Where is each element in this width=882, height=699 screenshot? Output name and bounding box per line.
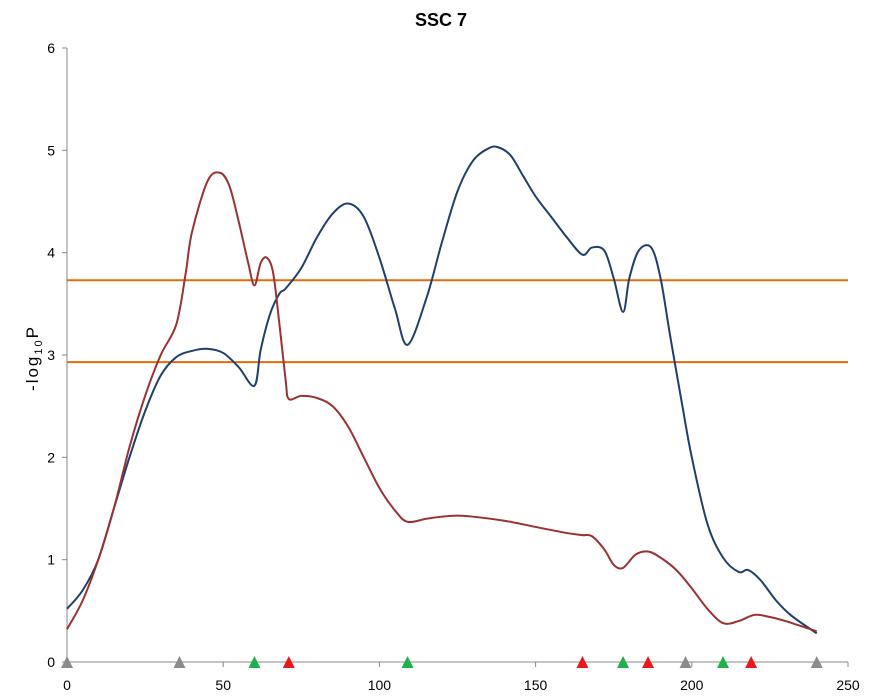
y-tick-label: 1 — [47, 552, 55, 568]
marker-triangle — [576, 656, 589, 668]
x-tick-label: 150 — [524, 677, 548, 693]
marker-triangle — [282, 656, 295, 668]
marker-triangle — [61, 656, 73, 668]
marker-triangle — [617, 656, 630, 668]
x-tick-label: 250 — [836, 677, 860, 693]
x-tick-label: 200 — [680, 677, 704, 693]
y-tick-label: 2 — [47, 449, 55, 465]
marker-triangle — [248, 656, 261, 668]
marker-triangle — [173, 656, 186, 668]
y-axis-label-subscript: 10 — [33, 338, 45, 354]
x-tick-label: 0 — [63, 677, 71, 693]
y-tick-label: 3 — [47, 347, 55, 363]
series-line-2 — [66, 171, 818, 633]
x-tick-label: 100 — [368, 677, 392, 693]
markers-group — [61, 656, 823, 668]
y-tick-label: 4 — [47, 245, 55, 261]
y-tick-label: 0 — [47, 654, 55, 670]
y-axis-label-suffix: P — [23, 325, 42, 338]
marker-triangle — [401, 656, 414, 668]
y-axis-label: -log10P — [23, 325, 45, 391]
series-group — [66, 145, 818, 635]
chart-title: SSC 7 — [415, 10, 467, 30]
x-tick-label: 50 — [215, 677, 231, 693]
marker-triangle — [642, 656, 655, 668]
y-tick-label: 5 — [47, 142, 55, 158]
y-axis-label-prefix: -log — [23, 355, 42, 391]
threshold-lines — [67, 279, 848, 364]
marker-triangle — [717, 656, 730, 668]
marker-triangle — [810, 656, 823, 668]
marker-triangle — [745, 656, 758, 668]
series-line-1 — [66, 145, 818, 635]
marker-triangle — [679, 656, 692, 668]
y-tick-label: 6 — [47, 40, 55, 56]
axes: 0 1 2 3 4 5 6 0 50 100 150 200 250 — [47, 40, 860, 693]
